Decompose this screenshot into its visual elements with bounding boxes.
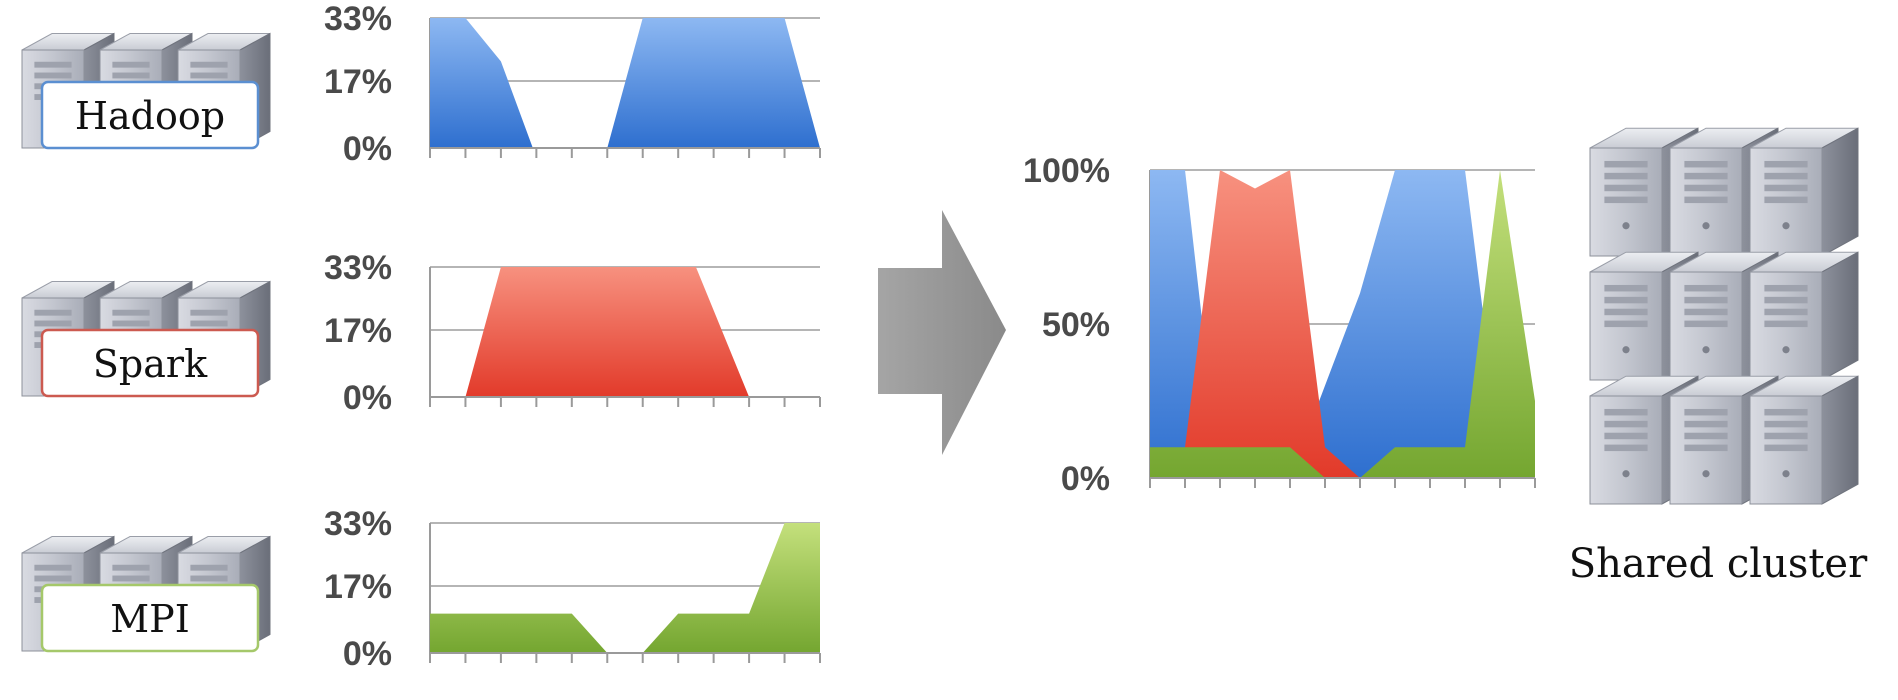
- y-tick-label: 17%: [324, 312, 392, 350]
- series-area-mpi: [430, 523, 820, 653]
- server-tower-icon: [1749, 251, 1859, 381]
- y-tick-label: 0%: [343, 379, 392, 417]
- y-tick-label: 33%: [324, 249, 392, 287]
- y-tick-label: 100%: [1023, 152, 1110, 190]
- server-tower-icon: [1749, 375, 1859, 505]
- right-arrow-icon: [878, 210, 1006, 455]
- shared-server-cluster: [1589, 127, 1859, 505]
- series-area-spark: [1185, 170, 1360, 478]
- y-tick-label: 50%: [1042, 306, 1110, 344]
- series-area-hadoop: [430, 18, 820, 148]
- spark-label: Spark: [93, 342, 208, 386]
- y-tick-label: 0%: [1061, 460, 1110, 498]
- y-tick-label: 0%: [343, 635, 392, 673]
- hadoop-label-box: Hadoop: [40, 80, 260, 150]
- series-area-spark: [465, 267, 750, 397]
- y-tick-label: 0%: [343, 130, 392, 168]
- series-area-hadoop: [1150, 170, 1535, 478]
- hadoop-utilization-chart: 33% 17% 0%: [324, 0, 821, 168]
- server-tower-icon: [1749, 127, 1859, 257]
- shared-cluster-label: Shared cluster: [1569, 541, 1868, 587]
- y-tick-label: 33%: [324, 505, 392, 543]
- y-tick-label: 17%: [324, 63, 392, 101]
- mpi-label: MPI: [110, 597, 190, 641]
- mpi-utilization-chart: 33% 17% 0%: [324, 505, 821, 673]
- spark-utilization-chart: 33% 17% 0%: [324, 249, 821, 417]
- y-tick-label: 33%: [324, 0, 392, 38]
- hadoop-label: Hadoop: [75, 94, 225, 138]
- series-area-mpi: [1150, 170, 1535, 478]
- mpi-label-box: MPI: [40, 583, 260, 653]
- shared-utilization-chart: 100% 50% 0%: [1023, 152, 1536, 498]
- spark-label-box: Spark: [40, 328, 260, 398]
- y-tick-label: 17%: [324, 568, 392, 606]
